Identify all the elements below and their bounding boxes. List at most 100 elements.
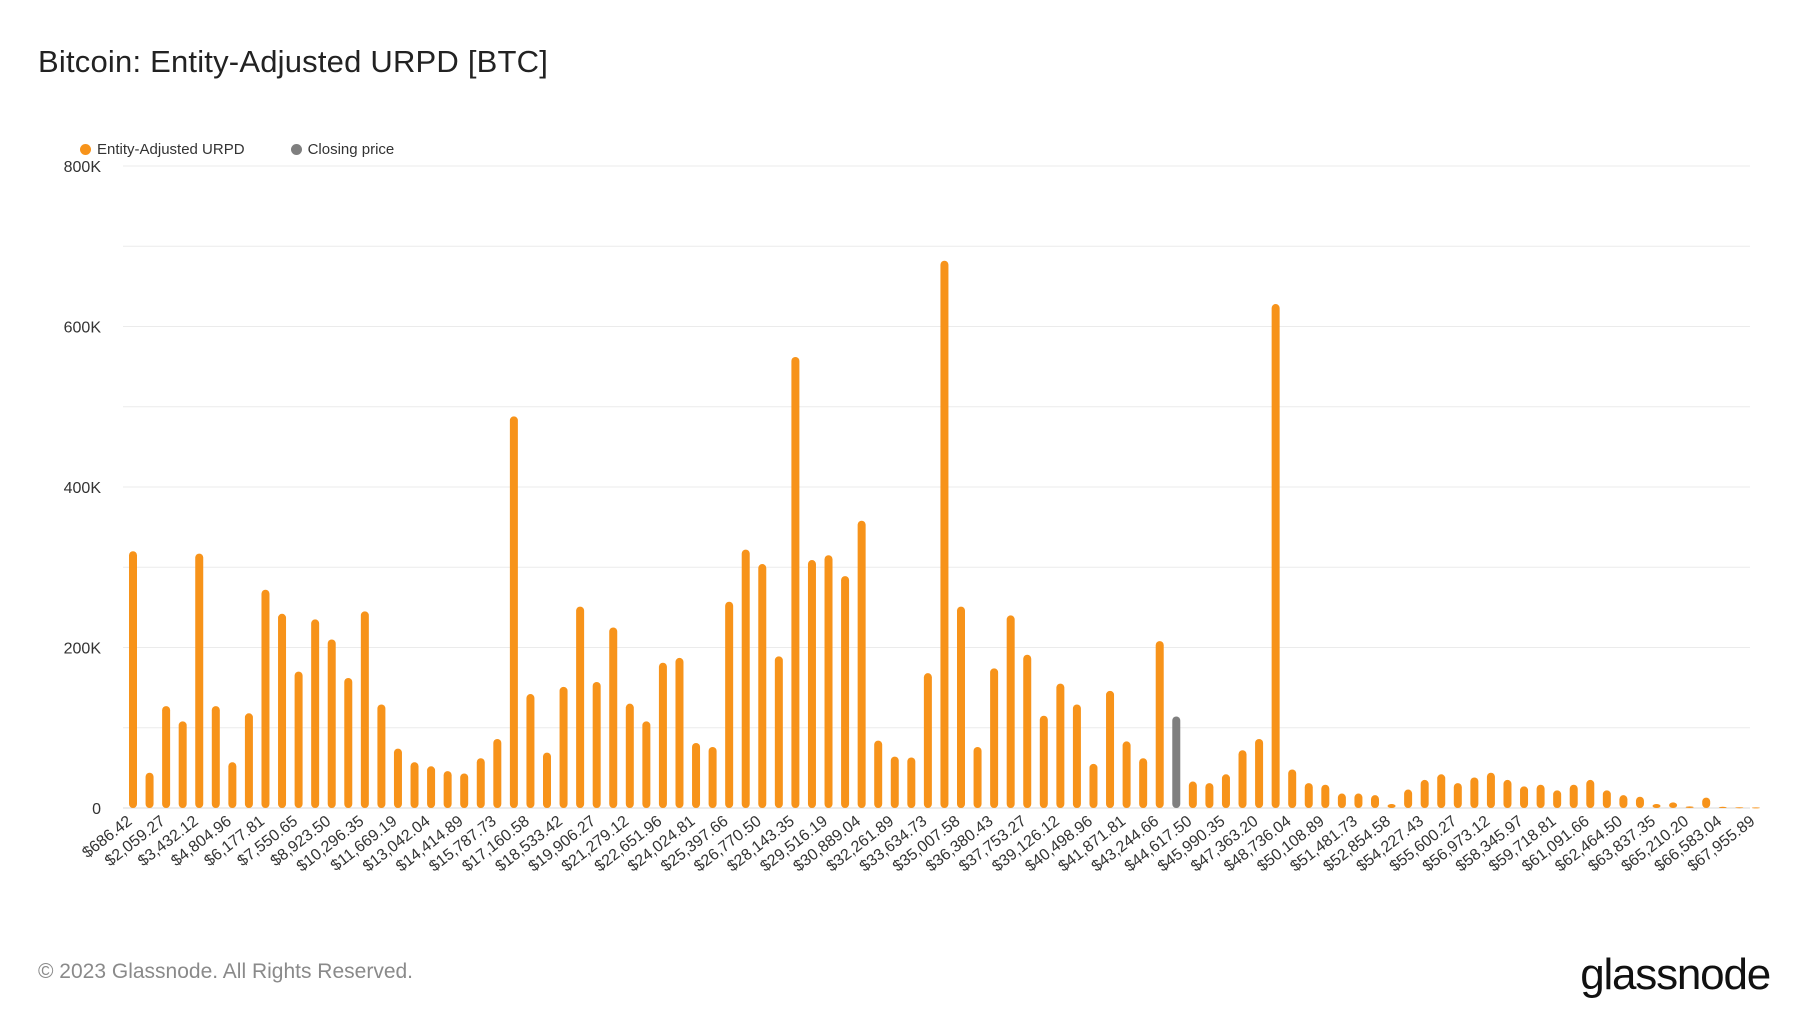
urpd-bar[interactable] [940,260,949,808]
urpd-bar[interactable] [1520,786,1529,808]
urpd-bar[interactable] [1470,777,1479,808]
urpd-bar[interactable] [1337,793,1346,808]
legend-item-closing-price[interactable]: Closing price [290,141,394,158]
urpd-bar[interactable] [509,416,518,808]
urpd-bar[interactable] [1404,789,1413,808]
glassnode-logo[interactable]: glassnode [1580,950,1771,999]
urpd-bar[interactable] [1205,783,1214,808]
urpd-bar[interactable] [1155,641,1164,808]
urpd-bar[interactable] [576,606,585,808]
urpd-bar[interactable] [658,662,667,808]
urpd-bar[interactable] [1387,803,1396,808]
urpd-bar[interactable] [294,671,303,808]
urpd-bar[interactable] [774,656,783,808]
urpd-bar[interactable] [476,758,485,808]
urpd-bar[interactable] [1321,784,1330,808]
urpd-bar[interactable] [1486,772,1495,808]
urpd-bar[interactable] [1271,304,1280,808]
urpd-bar[interactable] [1635,796,1644,808]
urpd-bar[interactable] [1238,750,1247,808]
urpd-bar[interactable] [957,606,965,808]
urpd-bar[interactable] [1437,774,1446,808]
urpd-bar[interactable] [890,756,899,808]
urpd-bar[interactable] [907,757,916,808]
urpd-bar[interactable] [1056,683,1065,808]
urpd-bar[interactable] [1371,795,1379,808]
urpd-bar[interactable] [923,673,932,808]
urpd-bar[interactable] [1106,690,1115,808]
urpd-bar[interactable] [1089,763,1098,808]
closing-price-bar[interactable] [1172,716,1181,808]
urpd-bar[interactable] [1023,654,1032,808]
urpd-bar[interactable] [592,682,601,808]
urpd-bar[interactable] [145,772,154,808]
urpd-bar[interactable] [526,694,535,808]
urpd-bar[interactable] [1685,806,1694,808]
urpd-bar[interactable] [327,639,336,808]
urpd-bar[interactable] [1304,783,1313,808]
urpd-bar[interactable] [1006,615,1015,808]
urpd-bar[interactable] [990,668,999,808]
urpd-bar[interactable] [393,748,402,808]
urpd-bar[interactable] [758,564,767,808]
urpd-bar[interactable] [1139,758,1148,808]
urpd-bar[interactable] [1122,741,1131,808]
urpd-bar[interactable] [1702,797,1711,808]
urpd-bar[interactable] [129,551,137,808]
urpd-bar[interactable] [1602,790,1611,808]
urpd-bar[interactable] [1039,715,1048,808]
urpd-bar[interactable] [642,721,651,808]
urpd-bar[interactable] [410,762,419,808]
urpd-bar[interactable] [1072,704,1081,808]
urpd-bar[interactable] [708,747,717,808]
urpd-bar[interactable] [1569,784,1578,808]
urpd-bar[interactable] [841,576,850,808]
urpd-bar[interactable] [791,356,800,808]
urpd-bar[interactable] [1586,779,1595,808]
urpd-bar[interactable] [543,752,551,808]
urpd-bar[interactable] [377,704,386,808]
urpd-bar[interactable] [1652,803,1661,808]
urpd-bar[interactable] [344,677,353,808]
legend-item-urpd[interactable]: Entity-Adjusted URPD [80,141,245,158]
urpd-bar[interactable] [443,771,452,808]
urpd-bar[interactable] [1288,769,1297,808]
urpd-bar[interactable] [427,766,436,808]
urpd-bar[interactable] [675,657,684,808]
urpd-bar[interactable] [1751,807,1760,809]
urpd-bar[interactable] [1735,807,1744,809]
urpd-bar[interactable] [1718,806,1727,808]
urpd-bar[interactable] [460,773,469,808]
urpd-bar[interactable] [1188,781,1197,808]
urpd-bar[interactable] [162,706,171,808]
urpd-bar[interactable] [973,747,982,808]
urpd-bar[interactable] [1619,795,1628,808]
urpd-bar[interactable] [178,721,187,808]
urpd-bar[interactable] [493,738,502,808]
urpd-bar[interactable] [807,560,816,808]
urpd-bar[interactable] [278,613,287,808]
urpd-bar[interactable] [857,520,866,808]
urpd-bar[interactable] [311,619,320,808]
urpd-bar[interactable] [1221,774,1230,808]
urpd-bar[interactable] [1553,790,1562,808]
urpd-bar[interactable] [874,740,883,808]
urpd-bar[interactable] [1255,738,1264,808]
urpd-bar[interactable] [1669,802,1678,808]
urpd-bar[interactable] [741,549,750,808]
urpd-bar[interactable] [228,762,237,808]
urpd-bar[interactable] [1453,783,1462,808]
urpd-bar[interactable] [195,553,204,808]
urpd-bar[interactable] [609,627,618,808]
urpd-bar[interactable] [559,686,568,808]
urpd-bar[interactable] [244,713,253,808]
urpd-bar[interactable] [261,589,270,808]
urpd-bar[interactable] [1536,784,1545,808]
urpd-bar[interactable] [625,703,634,808]
urpd-bar[interactable] [692,742,701,808]
urpd-bar[interactable] [1503,779,1512,808]
urpd-bar[interactable] [1354,793,1363,808]
urpd-bar[interactable] [211,706,220,808]
urpd-bar[interactable] [824,555,833,808]
urpd-bar[interactable] [1420,779,1429,808]
